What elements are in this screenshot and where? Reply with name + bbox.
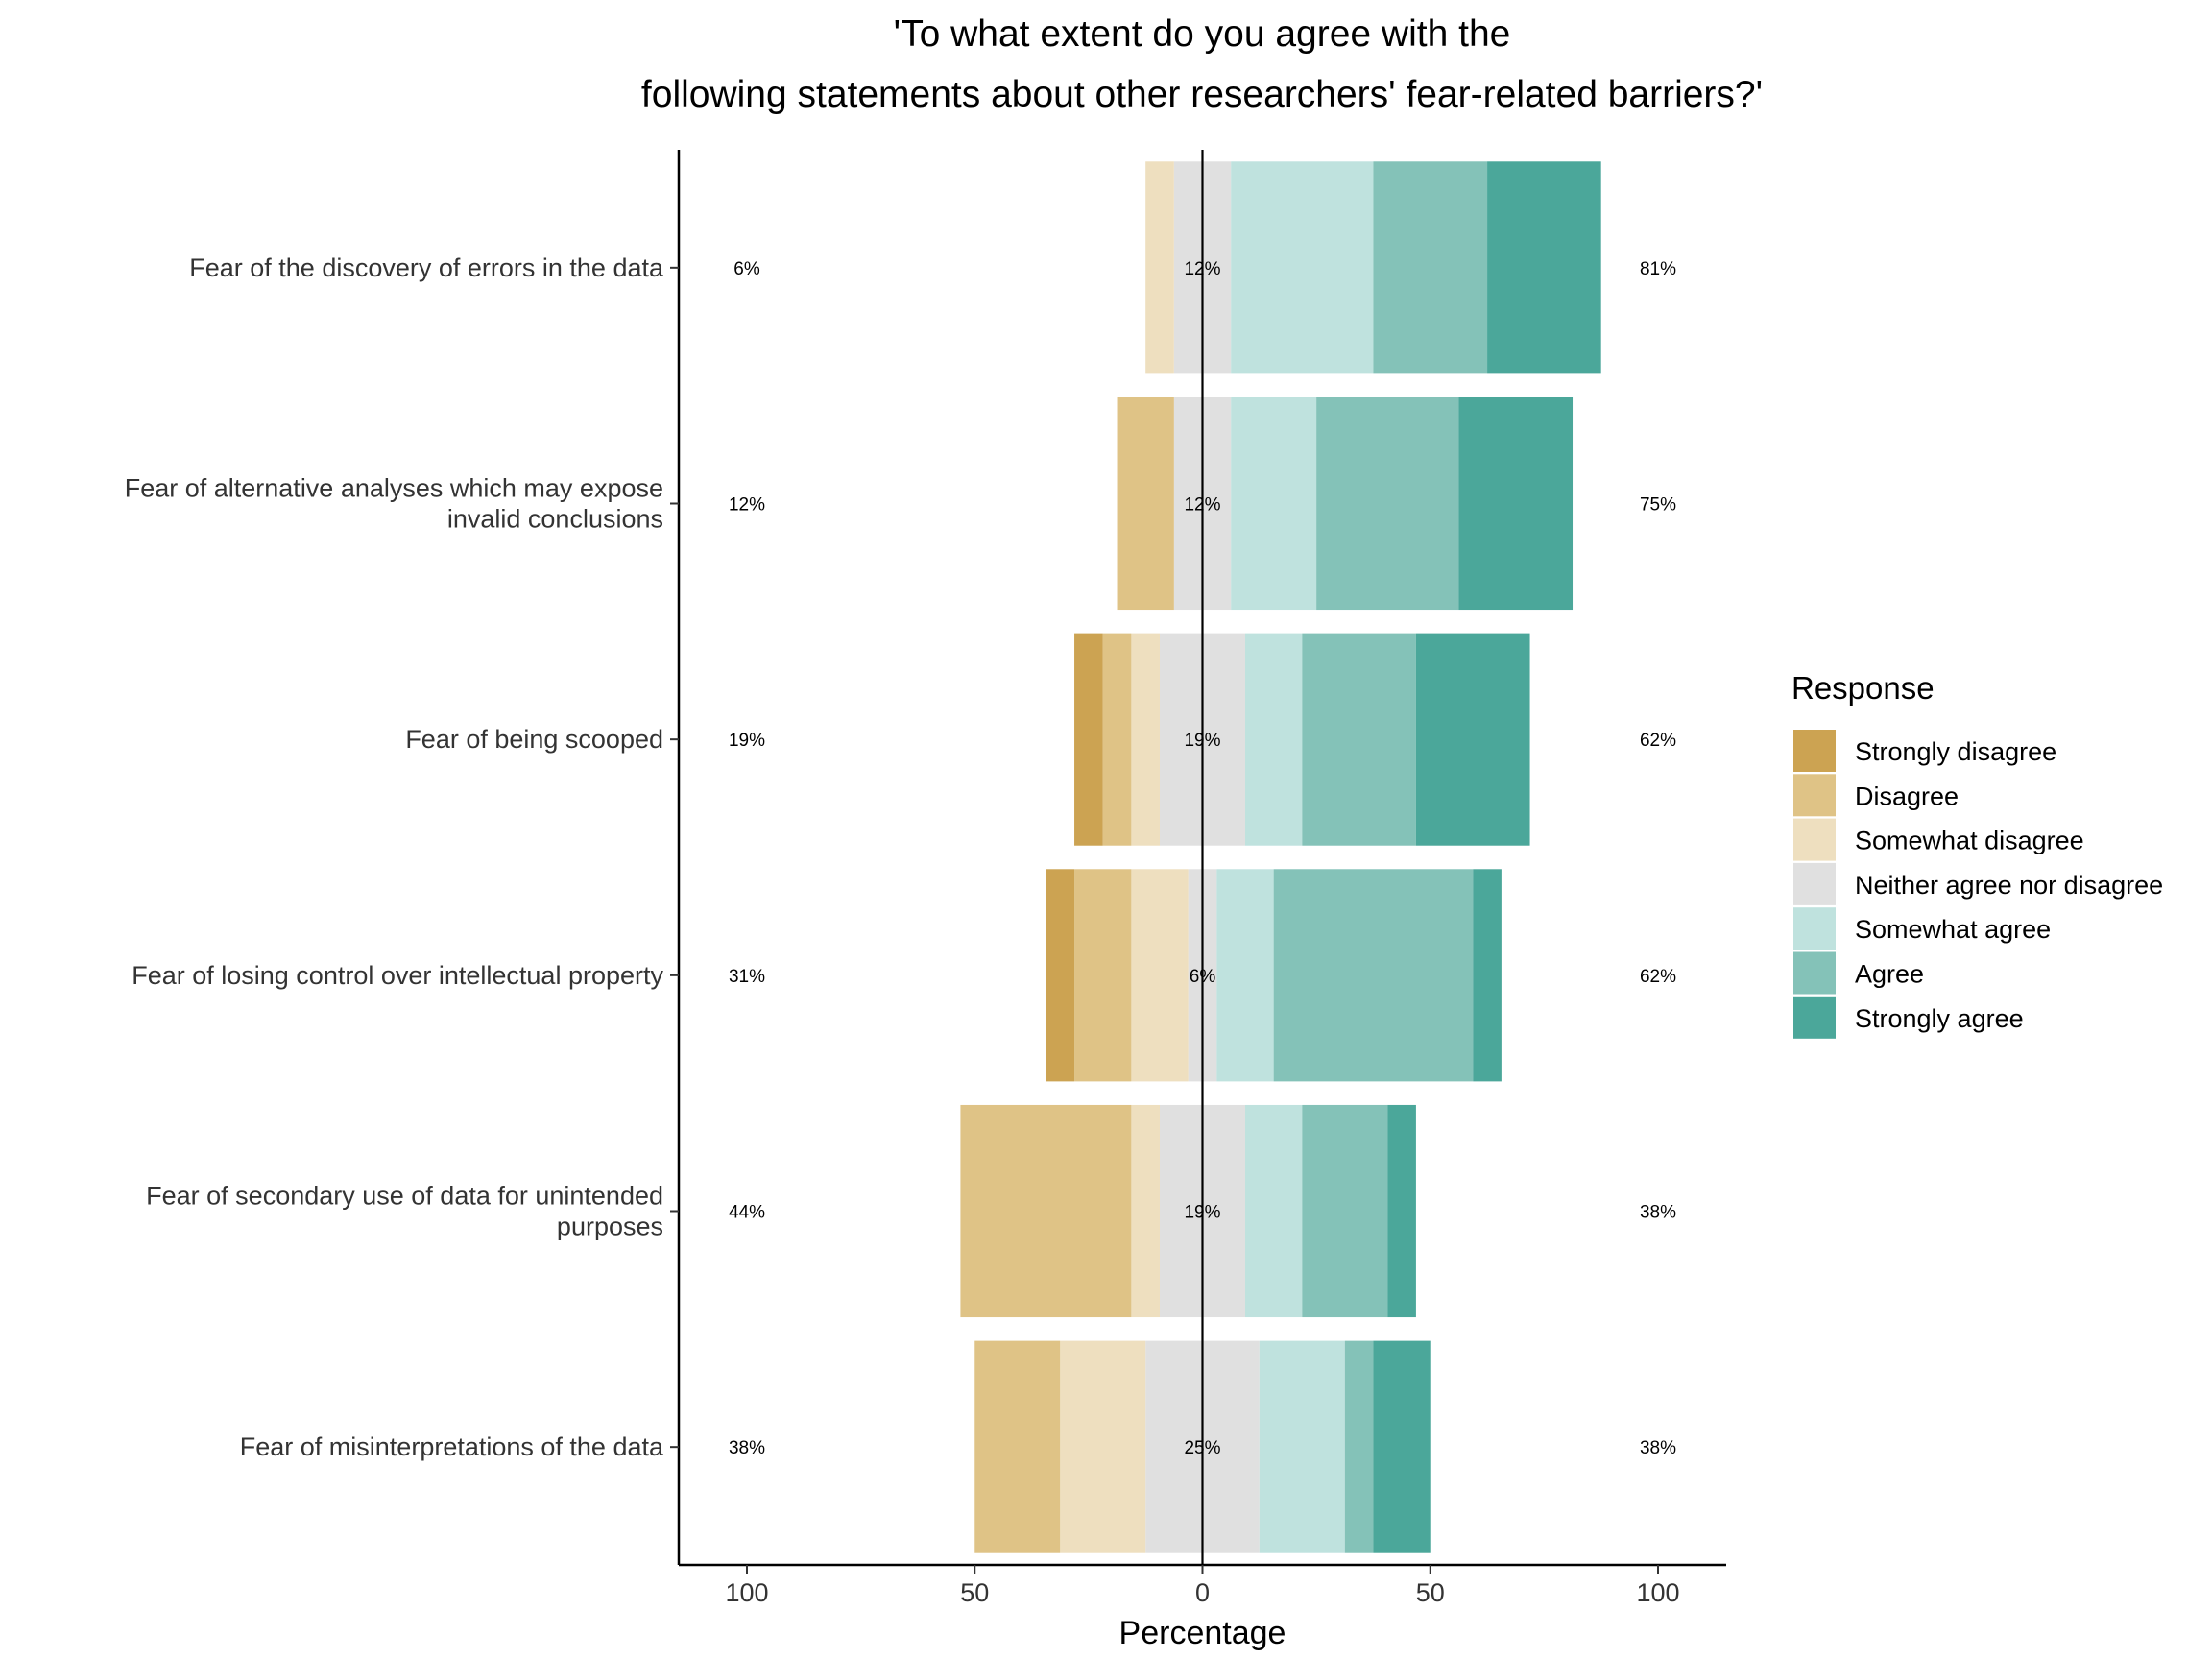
bar-segment-agree xyxy=(1344,1340,1374,1553)
category-label: Fear of the discovery of errors in the d… xyxy=(189,253,664,282)
bar-segment-strongly-agree xyxy=(1373,1340,1431,1553)
bar-segment-strongly-agree xyxy=(1458,397,1574,611)
percent-label-agree: 38% xyxy=(1640,1203,1676,1223)
bar-row xyxy=(1117,397,1574,611)
bar-segment-strongly-agree xyxy=(1487,161,1601,374)
category-label: Fear of misinterpretations of the data xyxy=(240,1432,664,1461)
legend: Response Strongly disagree Disagree Somewha… xyxy=(1791,670,2163,1039)
x-tick-label: 100 xyxy=(1636,1578,1679,1607)
bar-segment-strongly-agree xyxy=(1473,869,1502,1082)
percent-label-disagree: 12% xyxy=(729,495,765,516)
category-label: Fear of secondary use of data for uninte… xyxy=(146,1182,663,1241)
bar-segment-disagree xyxy=(1074,869,1132,1082)
percent-label-agree: 62% xyxy=(1640,967,1676,987)
bar-segment-somewhat-agree xyxy=(1231,397,1317,611)
bar-segment-strongly-agree xyxy=(1387,1104,1416,1318)
bar-segment-somewhat-agree xyxy=(1216,869,1274,1082)
percentage-labels: 6% 12% 81%12% 12% 75%19% 19% 62%31% 6% 62%44% 19%… xyxy=(729,259,1676,1458)
percent-label-disagree: 44% xyxy=(729,1203,765,1223)
percent-label-disagree: 6% xyxy=(733,259,760,279)
bar-row xyxy=(1046,869,1502,1082)
bar-row xyxy=(1074,633,1530,846)
legend-label: Somewhat disagree xyxy=(1855,827,2084,855)
bar-segment-agree xyxy=(1316,397,1459,611)
bars-layer xyxy=(960,161,1601,1553)
legend-swatch xyxy=(1793,862,1836,905)
x-axis-title: Percentage xyxy=(1119,1615,1286,1651)
percent-label-agree: 62% xyxy=(1640,731,1676,751)
legend-swatch xyxy=(1793,907,1836,950)
bar-segment-strongly-disagree xyxy=(1074,633,1103,846)
bar-row xyxy=(1145,161,1601,374)
bar-segment-somewhat-agree xyxy=(1259,1340,1345,1553)
percent-label-disagree: 31% xyxy=(729,967,765,987)
bar-segment-somewhat-disagree xyxy=(1060,1340,1146,1553)
bar-segment-disagree xyxy=(974,1340,1061,1553)
category-label: Fear of alternative analyses which may e… xyxy=(125,474,663,534)
bar-segment-somewhat-agree xyxy=(1231,161,1374,374)
bar-segment-strongly-disagree xyxy=(1046,869,1075,1082)
bar-segment-somewhat-disagree xyxy=(1145,161,1174,374)
bar-segment-somewhat-agree xyxy=(1244,1104,1303,1318)
legend-item: Somewhat disagree xyxy=(1793,818,2084,861)
category-label: Fear of losing control over intellectual… xyxy=(132,961,663,990)
legend-title: Response xyxy=(1791,670,1935,706)
legend-label: Strongly disagree xyxy=(1855,737,2056,766)
legend-label: Disagree xyxy=(1855,781,1959,810)
legend-label: Somewhat agree xyxy=(1855,915,2051,944)
legend-item: Neither agree nor disagree xyxy=(1793,862,2163,905)
legend-swatch xyxy=(1793,818,1836,861)
legend-swatch xyxy=(1793,951,1836,995)
percent-label-agree: 81% xyxy=(1640,259,1676,279)
percent-label-agree: 75% xyxy=(1640,495,1676,516)
legend-label: Strongly agree xyxy=(1855,1004,2024,1033)
x-tick-label: 50 xyxy=(960,1578,989,1607)
bar-segment-somewhat-disagree xyxy=(1131,869,1189,1082)
legend-swatch xyxy=(1793,996,1836,1039)
bar-segment-strongly-agree xyxy=(1415,633,1530,846)
percent-label-disagree: 38% xyxy=(729,1438,765,1458)
chart-title-line: 'To what extent do you agree with the xyxy=(894,13,1511,55)
bar-segment-disagree xyxy=(1102,633,1132,846)
bar-segment-agree xyxy=(1273,869,1474,1082)
category-label: Fear of being scooped xyxy=(405,725,663,754)
legend-item: Somewhat agree xyxy=(1793,907,2051,950)
x-tick-label: 0 xyxy=(1195,1578,1210,1607)
chart-title: 'To what extent do you agree with the fol… xyxy=(641,13,1763,115)
percent-label-disagree: 19% xyxy=(729,731,765,751)
bar-segment-somewhat-disagree xyxy=(1131,633,1161,846)
bar-segment-agree xyxy=(1373,161,1488,374)
bar-segment-somewhat-agree xyxy=(1244,633,1303,846)
legend-item: Strongly disagree xyxy=(1793,730,2056,772)
bar-segment-agree xyxy=(1302,633,1416,846)
percent-label-agree: 38% xyxy=(1640,1438,1676,1458)
bar-segment-disagree xyxy=(960,1104,1132,1318)
legend-swatch xyxy=(1793,774,1836,817)
category-labels: Fear of the discovery of errors in the d… xyxy=(125,253,679,1461)
chart-title-line: following statements about other researc… xyxy=(641,74,1763,115)
x-tick-label: 50 xyxy=(1416,1578,1445,1607)
x-ticks: 100 50 0 50 100 xyxy=(725,1565,1680,1607)
x-tick-label: 100 xyxy=(725,1578,768,1607)
legend-swatch xyxy=(1793,730,1836,772)
bar-segment-somewhat-disagree xyxy=(1131,1104,1161,1318)
bar-segment-disagree xyxy=(1117,397,1174,611)
bar-segment-agree xyxy=(1302,1104,1388,1318)
legend-item: Strongly agree xyxy=(1793,996,2024,1039)
legend-label: Neither agree nor disagree xyxy=(1855,871,2163,900)
legend-item: Agree xyxy=(1793,951,1924,995)
legend-label: Agree xyxy=(1855,960,1924,989)
legend-item: Disagree xyxy=(1793,774,1959,817)
